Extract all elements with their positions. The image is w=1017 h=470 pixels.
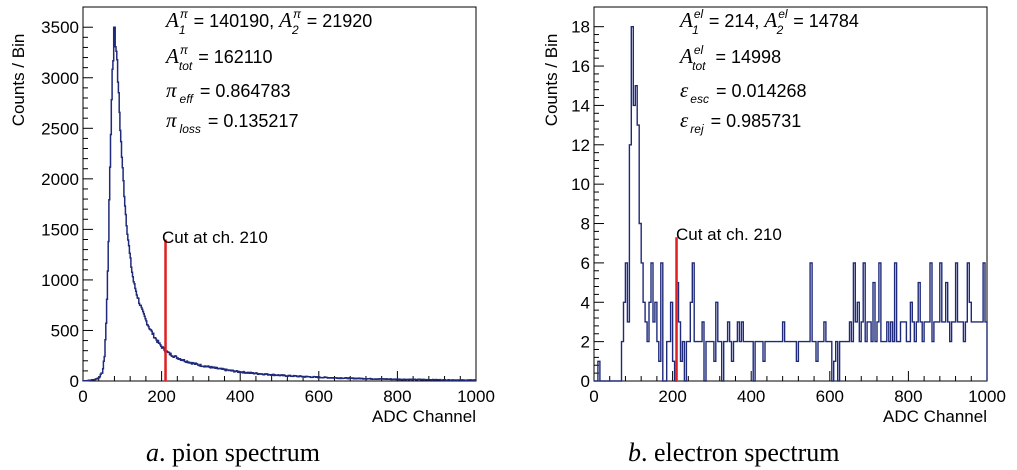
y-tick-label: 1000 <box>41 271 79 290</box>
stats-box: Ael 1 = 214, Ael 2 = 14784 Ael tot = 14998 … <box>678 7 859 136</box>
x-axis-title: ADC Channel <box>372 407 476 426</box>
y-tick-label: 2 <box>581 333 590 352</box>
plot-frame <box>593 6 988 382</box>
stat-eff: ε esc = 0.014268 <box>680 78 807 106</box>
caption-a: a. pion spectrum <box>146 438 320 467</box>
x-axis-title: ADC Channel <box>883 407 987 426</box>
electron-histogram-series <box>594 26 988 382</box>
y-axis: 0 2 4 6 8 10 12 14 16 18 <box>571 18 604 391</box>
x-tick-label: 0 <box>78 387 87 406</box>
x-tick-label: 0 <box>589 387 598 406</box>
y-tick-label: 500 <box>51 321 79 340</box>
electron-spectrum-panel: 0 2 4 6 8 10 12 14 16 18 0 200 400 600 800 1000 Cut at… <box>542 6 1006 467</box>
plot-frame <box>82 6 477 382</box>
x-tick-label: 1000 <box>968 387 1006 406</box>
y-tick-label: 3000 <box>41 69 79 88</box>
x-tick-label: 600 <box>305 387 333 406</box>
pion-spectrum-panel: 0 500 1000 1500 2000 2500 3000 3500 0 200 400 600 8… <box>9 6 495 467</box>
x-axis: 0 200 400 600 800 1000 <box>78 371 495 406</box>
stat-atot: Ael tot = 14998 <box>678 43 781 73</box>
y-tick-label: 1500 <box>41 220 79 239</box>
y-axis: 0 500 1000 1500 2000 2500 3000 3500 <box>41 18 93 391</box>
y-tick-label: 2000 <box>41 170 79 189</box>
stat-loss: ε rej = 0.985731 <box>680 108 801 136</box>
y-tick-label: 12 <box>571 136 590 155</box>
y-tick-label: 4 <box>581 293 590 312</box>
y-tick-label: 18 <box>571 18 590 37</box>
stat-loss: π loss = 0.135217 <box>166 108 298 136</box>
caption-b: b. electron spectrum <box>628 438 840 467</box>
x-tick-label: 800 <box>894 387 922 406</box>
cut-label: Cut at ch. 210 <box>676 225 782 244</box>
stat-atot: Aπ tot = 162110 <box>164 43 272 73</box>
x-tick-label: 200 <box>147 387 175 406</box>
x-tick-label: 1000 <box>457 387 495 406</box>
cut-label: Cut at ch. 210 <box>162 228 268 247</box>
y-tick-label: 16 <box>571 57 590 76</box>
stat-a1: Ael 1 = 214, Ael 2 = 14784 <box>678 7 859 37</box>
pion-histogram-series <box>82 26 476 382</box>
y-tick-label: 0 <box>70 372 79 391</box>
x-tick-label: 600 <box>816 387 844 406</box>
x-tick-label: 200 <box>658 387 686 406</box>
y-tick-label: 3500 <box>41 18 79 37</box>
x-tick-label: 800 <box>383 387 411 406</box>
y-tick-label: 10 <box>571 175 590 194</box>
y-tick-label: 2500 <box>41 119 79 138</box>
y-tick-label: 8 <box>581 215 590 234</box>
x-tick-label: 400 <box>226 387 254 406</box>
y-axis-title: Counts / Bin <box>542 34 561 127</box>
y-axis-title: Counts / Bin <box>9 34 28 127</box>
stat-a1: Aπ 1 = 140190, Aπ 2 = 21920 <box>164 7 372 37</box>
y-tick-label: 6 <box>581 254 590 273</box>
y-tick-label: 14 <box>571 96 590 115</box>
stat-eff: π eff = 0.864783 <box>166 78 290 106</box>
y-tick-label: 0 <box>581 372 590 391</box>
x-axis: 0 200 400 600 800 1000 <box>589 371 1006 406</box>
x-tick-label: 400 <box>737 387 765 406</box>
stats-box: Aπ 1 = 140190, Aπ 2 = 21920 Aπ tot = 162110… <box>164 7 372 136</box>
